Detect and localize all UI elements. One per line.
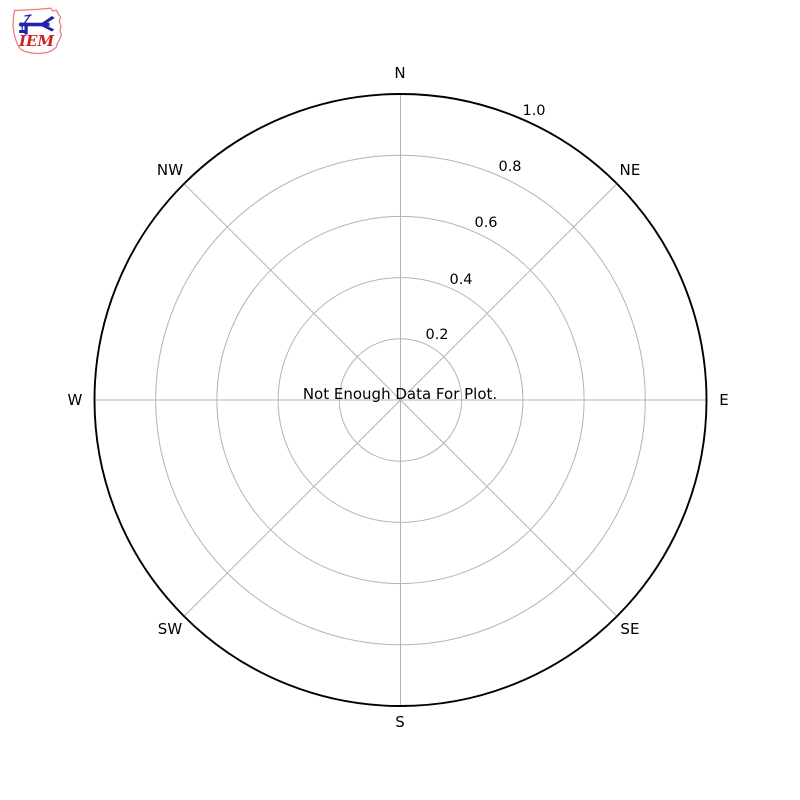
iem-logo[interactable]: IEM bbox=[8, 3, 66, 57]
no-data-message: Not Enough Data For Plot. bbox=[302, 385, 498, 403]
polar-grid bbox=[94, 94, 707, 706]
radial-tick-label-0.4: 0.4 bbox=[449, 272, 473, 288]
compass-label-s: S bbox=[395, 713, 405, 731]
spoke-NW-SE bbox=[183, 183, 618, 617]
radial-tick-label-1.0: 1.0 bbox=[522, 103, 546, 119]
radial-tick-label-0.6: 0.6 bbox=[474, 215, 498, 231]
compass-label-n: N bbox=[394, 64, 406, 82]
polar-outer-ring bbox=[93, 93, 708, 707]
radial-tick-label-0.2: 0.2 bbox=[425, 327, 449, 343]
compass-label-w: W bbox=[67, 391, 83, 409]
compass-label-sw: SW bbox=[157, 620, 183, 638]
compass-label-ne: NE bbox=[619, 161, 641, 179]
iowa-state-outline bbox=[12, 7, 63, 55]
compass-label-e: E bbox=[719, 391, 729, 409]
iem-wordmark: IEM bbox=[18, 32, 54, 50]
compass-label-nw: NW bbox=[156, 161, 184, 179]
compass-label-se: SE bbox=[620, 620, 640, 638]
radial-tick-label-0.8: 0.8 bbox=[498, 159, 522, 175]
anemometer-icon bbox=[18, 14, 55, 35]
iem-logo-graphic: IEM bbox=[12, 7, 63, 55]
